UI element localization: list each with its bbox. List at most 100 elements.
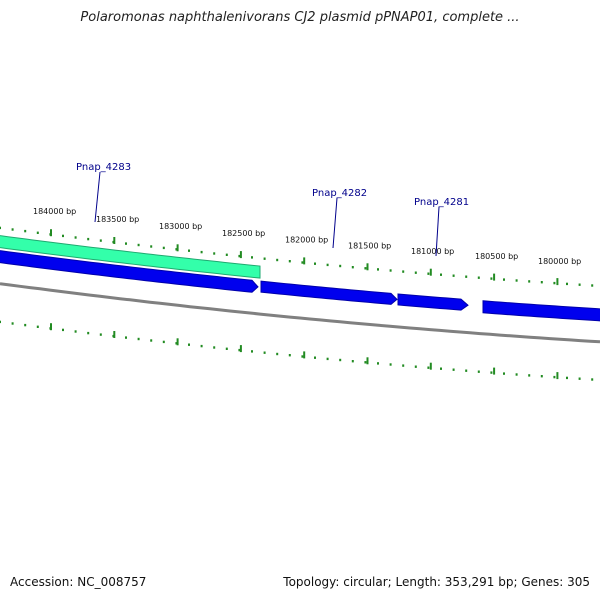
inner-tick-major [176, 338, 179, 346]
outer-tick-major [366, 263, 369, 271]
outer-tick-minor [125, 242, 127, 245]
outer-tick-minor [225, 253, 228, 256]
inner-tick-minor [326, 357, 329, 361]
outer-tick-minor [566, 282, 568, 286]
outer-tick-minor [578, 283, 581, 286]
inner-tick-minor [515, 373, 518, 376]
inner-tick-major [493, 367, 496, 375]
scale-tick-label: 183500 bp [96, 215, 139, 224]
accession-text: Accession: NC_008757 [10, 575, 147, 589]
inner-tick-minor [402, 364, 405, 367]
inner-tick-minor [339, 358, 342, 362]
inner-tick-minor [0, 320, 1, 324]
outer-tick-minor [162, 246, 165, 250]
gene-pnap-4283[interactable] [0, 249, 259, 293]
gene-label-pnap-4283[interactable]: Pnap_4283 [76, 162, 131, 173]
inner-tick-minor [578, 377, 581, 380]
outer-tick-minor [0, 226, 1, 230]
gene-pnap-4282[interactable] [260, 280, 398, 305]
outer-tick-minor [414, 271, 417, 274]
outer-tick-minor [276, 258, 279, 262]
outer-tick-major [429, 268, 432, 276]
outer-tick-minor [326, 263, 329, 267]
inner-tick-minor [74, 330, 77, 333]
outer-tick-minor [490, 277, 493, 280]
outer-tick-major [493, 273, 496, 281]
outer-tick-major [113, 237, 116, 244]
inner-tick-minor [238, 348, 241, 352]
outer-tick-minor [515, 279, 518, 282]
outer-tick-minor [465, 275, 468, 278]
gene-pnap-4280[interactable] [482, 300, 600, 322]
inner-tick-major [303, 351, 306, 359]
scale-tick-label: 181000 bp [411, 247, 454, 256]
outer-tick-minor [477, 276, 480, 279]
inner-tick-minor [377, 362, 379, 365]
outer-tick-minor [175, 248, 178, 251]
outer-tick-major [556, 278, 559, 286]
outer-tick-minor [11, 228, 14, 231]
outer-tick-minor [591, 284, 594, 287]
map-title: Polaromonas naphthalenivorans CJ2 plasmi… [80, 10, 520, 25]
inner-tick-minor [414, 365, 417, 368]
outer-tick-minor [200, 250, 203, 254]
scale-tick-label: 184000 bp [33, 207, 76, 216]
gene-pnap-4281[interactable] [397, 293, 469, 311]
inner-tick-minor [503, 372, 505, 375]
outer-tick-minor [440, 273, 442, 276]
inner-tick-minor [87, 331, 90, 335]
scale-tick-label: 180500 bp [475, 252, 518, 261]
inner-tick-minor [440, 367, 442, 370]
outer-tick-minor [62, 234, 64, 238]
inner-tick-minor [200, 344, 203, 348]
inner-tick-minor [162, 340, 165, 344]
outer-tick-minor [87, 237, 90, 241]
outer-tick-minor [427, 272, 430, 275]
outer-tick-minor [389, 269, 392, 272]
gene-pnap-4283-highlight[interactable] [0, 234, 261, 279]
inner-tick-minor [540, 375, 543, 378]
outer-tick-minor [301, 261, 304, 264]
inner-tick-minor [465, 369, 468, 372]
gene-leader-line [94, 171, 101, 223]
inner-tick-minor [566, 376, 568, 380]
outer-tick-minor [251, 256, 253, 259]
outer-tick-minor [553, 281, 556, 285]
inner-tick-minor [301, 355, 304, 358]
inner-tick-minor [427, 366, 430, 369]
inner-tick-minor [62, 328, 64, 332]
outer-tick-minor [351, 266, 354, 269]
outer-tick-minor [238, 254, 241, 258]
inner-tick-minor [188, 343, 190, 346]
outer-tick-major [303, 257, 306, 265]
gene-label-pnap-4281[interactable]: Pnap_4281 [414, 197, 469, 208]
outer-tick-minor [36, 231, 39, 234]
inner-tick-minor [314, 356, 316, 359]
outer-tick-minor [364, 267, 367, 270]
inner-tick-minor [99, 333, 102, 336]
inner-tick-minor [276, 352, 279, 356]
inner-tick-minor [364, 361, 367, 364]
gene-label-pnap-4282[interactable]: Pnap_4282 [312, 188, 367, 199]
outer-tick-major [50, 229, 52, 237]
inner-tick-minor [175, 342, 178, 345]
inner-tick-major [366, 357, 369, 365]
outer-tick-minor [150, 245, 153, 248]
inner-tick-minor [528, 374, 531, 377]
scale-tick-label: 183000 bp [159, 222, 202, 231]
outer-tick-minor [213, 252, 216, 255]
inner-tick-minor [553, 375, 556, 379]
outer-tick-major [176, 244, 179, 252]
inner-tick-major [113, 331, 116, 338]
outer-tick-minor [99, 239, 102, 242]
outer-tick-minor [74, 236, 77, 239]
scale-tick-label: 182500 bp [222, 229, 265, 238]
inner-tick-minor [150, 339, 153, 342]
inner-tick-minor [225, 347, 228, 350]
outer-tick-minor [314, 262, 316, 265]
outer-tick-minor [540, 281, 543, 284]
outer-tick-minor [503, 278, 505, 281]
backbone-highlight [0, 278, 600, 339]
inner-tick-minor [11, 322, 14, 325]
